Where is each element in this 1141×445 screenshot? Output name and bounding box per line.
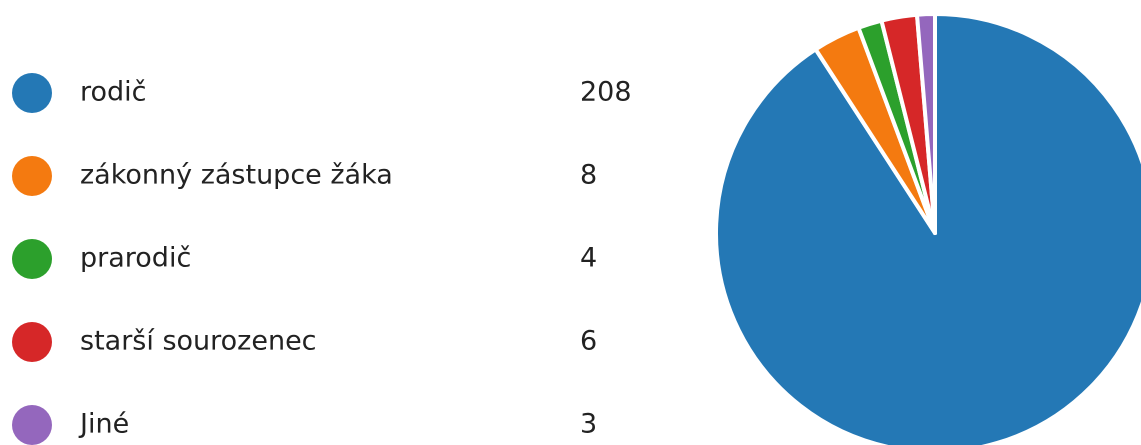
legend-value: 8 <box>580 160 597 191</box>
legend-label: zákonný zástupce žáka <box>80 160 393 191</box>
legend-label: rodič <box>80 77 147 108</box>
legend-value: 6 <box>580 326 597 357</box>
legend-label: prarodič <box>80 243 191 274</box>
legend-label: Jiné <box>78 409 129 440</box>
legend-swatch <box>12 322 52 362</box>
legend-swatch <box>12 73 52 113</box>
pie-slice <box>714 12 1141 445</box>
legend-swatch <box>12 405 52 445</box>
legend-swatch <box>12 239 52 279</box>
legend-swatch <box>12 156 52 196</box>
pie-slice <box>914 12 937 235</box>
legend-value: 208 <box>580 77 632 108</box>
legend-label: starší sourozenec <box>80 326 317 357</box>
legend-value: 4 <box>580 243 597 274</box>
legend-value: 3 <box>580 409 597 440</box>
